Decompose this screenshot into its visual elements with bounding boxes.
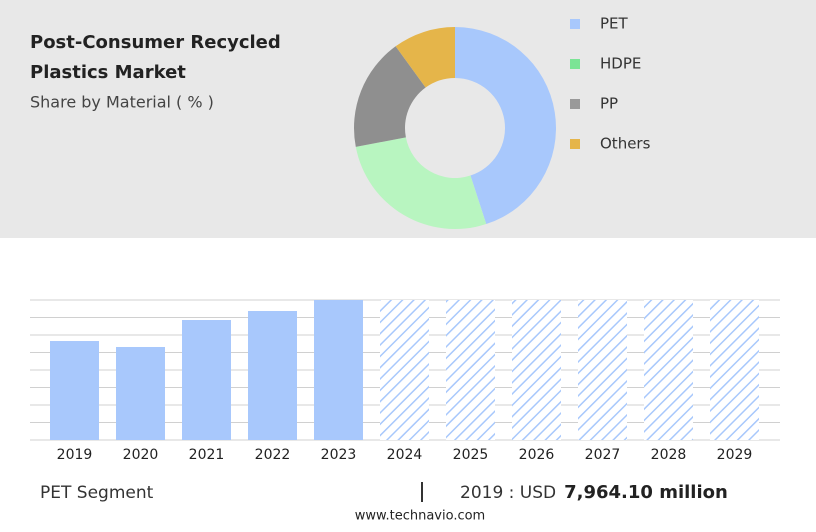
forecast-placeholder xyxy=(512,300,561,440)
donut-segment xyxy=(355,137,487,230)
legend-swatch xyxy=(570,139,580,149)
x-tick-label: 2028 xyxy=(651,447,687,463)
x-tick-label: 2026 xyxy=(519,447,555,463)
x-tick-label: 2022 xyxy=(255,447,291,463)
x-tick-label: 2027 xyxy=(585,447,621,463)
chart-subtitle: Share by Material ( % ) xyxy=(30,93,214,112)
footer-value: 7,964.10 million xyxy=(564,482,728,503)
forecast-placeholder xyxy=(380,300,429,440)
chart-title: Plastics Market xyxy=(30,62,186,83)
bar xyxy=(182,319,231,440)
legend-label: PP xyxy=(600,95,618,113)
x-tick-label: 2025 xyxy=(453,447,489,463)
legend-label: HDPE xyxy=(600,55,641,73)
x-tick-label: 2024 xyxy=(387,447,423,463)
source: www.technavio.com xyxy=(355,509,485,524)
x-tick-label: 2020 xyxy=(123,447,159,463)
bar xyxy=(314,300,363,440)
forecast-placeholder xyxy=(578,300,627,440)
forecast-placeholder xyxy=(644,300,693,440)
x-tick-label: 2023 xyxy=(321,447,357,463)
legend-swatch xyxy=(570,19,580,29)
donut-segment xyxy=(395,27,455,88)
forecast-placeholder xyxy=(710,300,759,440)
footer-label: 2019 : USD xyxy=(460,483,556,503)
x-tick-label: 2029 xyxy=(717,447,753,463)
legend-label: PET xyxy=(600,15,629,33)
x-tick-label: 2019 xyxy=(57,447,93,463)
forecast-placeholder xyxy=(446,300,495,440)
segment-label: PET Segment xyxy=(40,483,154,503)
bar xyxy=(116,346,165,440)
chart-title: Post-Consumer Recycled xyxy=(30,32,281,53)
bar xyxy=(248,310,297,440)
donut-segment xyxy=(354,46,426,147)
legend-swatch xyxy=(570,99,580,109)
bar xyxy=(50,341,99,440)
donut-segment xyxy=(455,27,556,225)
legend-swatch xyxy=(570,59,580,69)
x-tick-label: 2021 xyxy=(189,447,225,463)
legend-label: Others xyxy=(600,135,651,153)
